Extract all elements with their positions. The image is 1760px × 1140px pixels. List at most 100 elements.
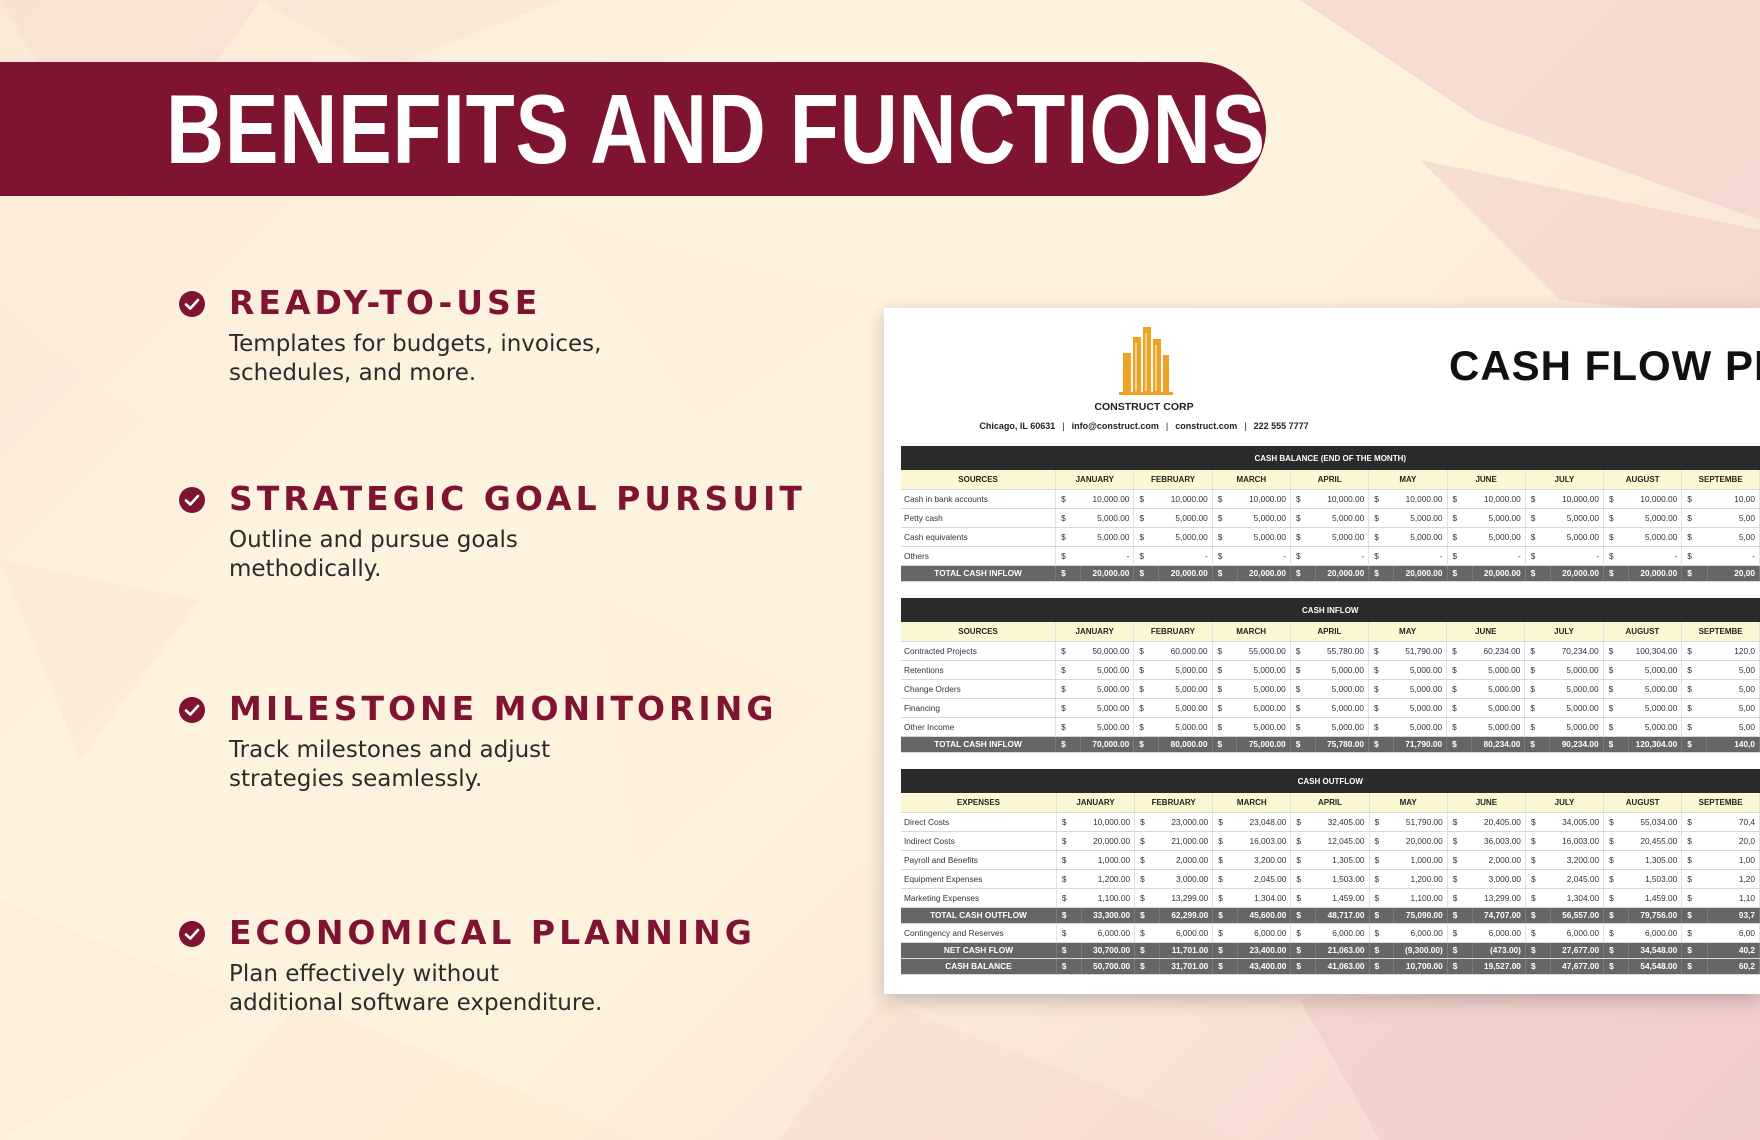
value-cell: - [1393, 546, 1448, 566]
value-cell: 60,000.00 [1158, 641, 1213, 661]
currency-cell: $ [1290, 489, 1316, 509]
currency-cell: $ [1290, 923, 1316, 943]
currency-cell: $ [1369, 958, 1395, 975]
currency-cell: $ [1603, 508, 1629, 528]
currency-cell: $ [1447, 907, 1473, 924]
month-header: SEPTEMBE [1681, 470, 1760, 490]
value-cell: 5,000.00 [1158, 679, 1213, 699]
value-cell: 10,000.00 [1080, 489, 1135, 509]
month-header: JANUARY [1055, 470, 1135, 490]
currency-cell: $ [1603, 546, 1629, 566]
table-row: CASH BALANCE $50,700.00 $31,701.00 $43,400.… [901, 958, 1760, 975]
contact-separator: | [1165, 421, 1169, 431]
value-cell: 51,790.00 [1393, 641, 1448, 661]
currency-cell: $ [1290, 565, 1316, 582]
table-row: Others $ - $ - $ - $ - $ - $ - $ - $ - $ - [901, 546, 1760, 566]
month-header: FEBRUARY [1134, 793, 1214, 813]
value-cell: 10,000.00 [1315, 489, 1370, 509]
value-cell: 70,234.00 [1549, 641, 1604, 661]
currency-cell: $ [1603, 698, 1629, 718]
currency-cell: $ [1056, 812, 1082, 832]
table-row: Other Income $5,000.00 $5,000.00 $5,000.00 $… [901, 717, 1760, 737]
currency-cell: $ [1681, 546, 1708, 566]
value-cell: 41,063.00 [1315, 958, 1370, 975]
value-cell: 20,405.00 [1472, 812, 1526, 832]
currency-cell: $ [1056, 850, 1082, 870]
row-label: Retentions [901, 660, 1057, 680]
value-cell: 2,045.00 [1237, 869, 1292, 889]
currency-cell: $ [1212, 565, 1238, 582]
currency-cell: $ [1447, 831, 1473, 851]
currency-cell: $ [1212, 942, 1239, 959]
currency-cell: $ [1525, 565, 1551, 582]
currency-cell: $ [1368, 698, 1394, 718]
currency-cell: $ [1212, 527, 1238, 547]
currency-cell: $ [1055, 660, 1081, 680]
month-header: FEBRUARY [1133, 622, 1213, 642]
value-cell: 5,000.00 [1549, 698, 1604, 718]
currency-cell: $ [1290, 907, 1317, 924]
value-cell: 6,000.00 [1628, 923, 1683, 943]
currency-cell: $ [1525, 907, 1551, 924]
currency-cell: $ [1212, 698, 1237, 718]
currency-cell: $ [1369, 869, 1394, 889]
currency-cell: $ [1603, 660, 1629, 680]
value-cell: 20,000.00 [1472, 565, 1526, 582]
currency-cell: $ [1447, 489, 1472, 509]
month-header: AUGUST [1603, 622, 1683, 642]
table-row: Cash in bank accounts $10,000.00 $10,000.0… [901, 489, 1760, 509]
currency-cell: $ [1134, 850, 1160, 870]
value-cell: - [1707, 546, 1760, 566]
month-header: AUGUST [1603, 793, 1683, 813]
currency-cell: $ [1681, 888, 1708, 908]
check-circle-icon [179, 487, 205, 513]
currency-cell: $ [1446, 698, 1472, 718]
currency-cell: $ [1681, 850, 1708, 870]
currency-cell: $ [1133, 508, 1159, 528]
value-cell: 55,780.00 [1315, 641, 1369, 661]
currency-cell: $ [1056, 923, 1082, 943]
currency-cell: $ [1447, 923, 1473, 943]
currency-cell: $ [1681, 527, 1708, 547]
value-cell: 19,527.00 [1472, 958, 1526, 975]
column-header: SOURCES [901, 622, 1057, 642]
table-row: TOTAL CASH INFLOW $20,000.00 $20,000.00 $20… [901, 565, 1760, 582]
value-cell: 71,790.00 [1393, 736, 1448, 753]
currency-cell: $ [1368, 546, 1394, 566]
month-header: JUNE [1446, 622, 1526, 642]
currency-cell: $ [1055, 508, 1081, 528]
value-cell: - [1628, 546, 1683, 566]
month-header: APRIL [1290, 622, 1369, 642]
benefit-description-line: additional software expenditure. [229, 990, 603, 1016]
row-label: Direct Costs [901, 812, 1057, 832]
currency-cell: $ [1290, 546, 1316, 566]
currency-cell: $ [1681, 717, 1707, 737]
currency-cell: $ [1525, 527, 1551, 547]
currency-cell: $ [1212, 888, 1238, 908]
currency-cell: $ [1134, 958, 1161, 975]
value-cell: 51,790.00 [1393, 812, 1448, 832]
row-label: Payroll and Benefits [901, 850, 1057, 870]
currency-cell: $ [1212, 736, 1238, 753]
currency-cell: $ [1212, 717, 1237, 737]
value-cell: 5,000.00 [1315, 717, 1369, 737]
value-cell: 5,000.00 [1158, 660, 1213, 680]
currency-cell: $ [1446, 679, 1472, 699]
currency-cell: $ [1681, 923, 1708, 943]
value-cell: 6,000.00 [1159, 923, 1214, 943]
currency-cell: $ [1212, 923, 1238, 943]
currency-cell: $ [1290, 641, 1316, 661]
currency-cell: $ [1056, 942, 1082, 959]
currency-cell: $ [1369, 942, 1395, 959]
value-cell: 5,000.00 [1315, 679, 1369, 699]
currency-cell: $ [1447, 527, 1472, 547]
value-cell: 21,000.00 [1159, 831, 1214, 851]
value-cell: 56,557.00 [1550, 907, 1605, 924]
row-label: Other Income [901, 717, 1057, 737]
currency-cell: $ [1212, 907, 1239, 924]
value-cell: 10,700.00 [1393, 958, 1448, 975]
currency-cell: $ [1525, 850, 1551, 870]
month-header: FEBRUARY [1133, 470, 1213, 490]
row-label: Cash equivalents [901, 527, 1057, 547]
